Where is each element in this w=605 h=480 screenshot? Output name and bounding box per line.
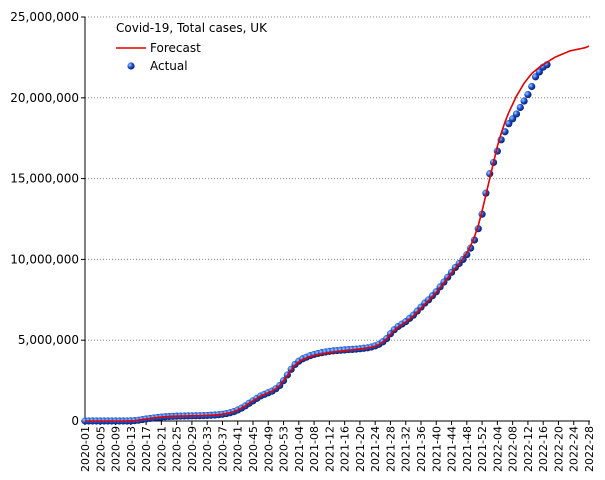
x-tick-label: 2020-49 [262,426,275,472]
y-tick-label: 0 [71,414,79,428]
y-tick-label: 20,000,000 [10,91,79,105]
x-tick-label: 2022-24 [568,426,581,472]
x-tick-label: 2021-16 [339,426,352,472]
actual-point [509,115,517,123]
x-tick-label: 2022-16 [537,426,550,472]
x-tick-label: 2020-17 [140,426,153,472]
x-tick-label: 2022-12 [522,426,535,472]
x-tick-label: 2022-28 [583,426,596,472]
x-tick-label: 2021-44 [446,426,459,472]
x-tick-label: 2020-05 [94,426,107,472]
actual-point [501,128,509,136]
actual-point [512,110,521,118]
x-tick-label: 2021-20 [354,426,367,472]
legend-swatch [127,62,135,70]
x-tick-label: 2021-40 [430,426,443,472]
x-tick-label: 2022-08 [507,426,520,472]
actual-point [531,73,540,81]
y-tick-label: 5,000,000 [18,333,79,347]
x-tick-label: 2022-04 [491,426,504,472]
y-tick-label: 15,000,000 [10,172,79,186]
legend-label: Forecast [150,41,201,55]
x-tick-label: 2021-24 [369,426,382,472]
actual-point [528,82,536,91]
actual-point [524,90,532,99]
x-tick-label: 2020-21 [155,426,168,472]
x-tick-label: 2021-48 [461,426,474,472]
actual-point [535,68,543,76]
forecast-line [85,45,590,422]
x-tick-label: 2020-45 [247,426,260,472]
actual-point [520,97,528,105]
actual-point [505,120,513,128]
x-tick-label: 2020-37 [216,426,229,472]
x-tick-label: 2022-20 [552,426,565,472]
x-tick-label: 2021-36 [415,426,428,472]
x-tick-label: 2020-01 [79,426,92,472]
x-tick-label: 2021-04 [293,426,306,472]
y-tick-label: 25,000,000 [10,10,79,24]
actual-point [516,103,524,112]
x-tick-label: 2020-29 [186,426,199,472]
chart-title: Covid-19, Total cases, UK [116,21,268,35]
legend-label: Actual [150,59,188,73]
x-tick-label: 2020-41 [232,426,245,472]
x-tick-label: 2021-12 [323,426,336,472]
x-tick-label: 2021-52 [476,426,489,472]
x-tick-label: 2021-28 [384,426,397,472]
x-tick-label: 2020-53 [278,426,291,472]
x-tick-label: 2020-33 [201,426,214,472]
x-tick-label: 2021-32 [400,426,413,472]
y-tick-label: 10,000,000 [10,252,79,266]
x-tick-label: 2020-09 [110,426,123,472]
x-tick-label: 2020-13 [125,426,138,472]
x-tick-label: 2020-25 [171,426,184,472]
x-tick-label: 2021-08 [308,426,321,472]
